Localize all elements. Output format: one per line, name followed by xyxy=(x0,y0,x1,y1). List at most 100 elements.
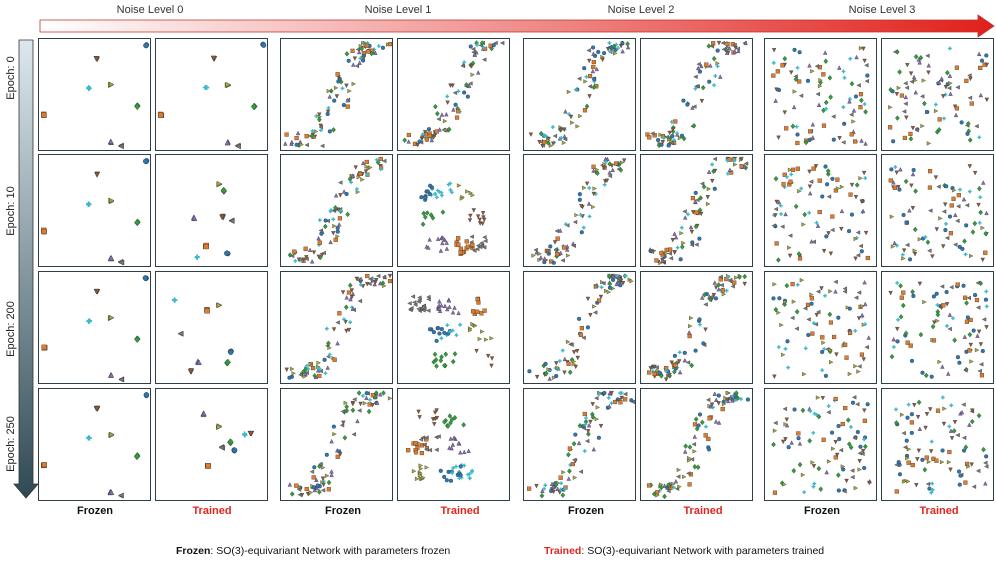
scatter-point xyxy=(826,410,831,415)
scatter-panel-r1-c0 xyxy=(38,154,151,267)
scatter-point xyxy=(540,143,545,148)
scatter-point xyxy=(287,375,292,380)
scatter-point xyxy=(419,195,424,200)
scatter-point xyxy=(462,90,467,95)
scatter-point xyxy=(841,105,846,110)
scatter-point xyxy=(976,51,982,57)
scatter-point xyxy=(481,57,487,62)
scatter-panel-r0-c5 xyxy=(640,38,753,151)
scatter-point xyxy=(969,253,974,259)
scatter-panel-r3-c3 xyxy=(397,388,510,501)
scatter-point xyxy=(978,209,983,216)
scatter-point xyxy=(849,81,855,87)
scatter-point xyxy=(862,102,867,106)
scatter-point xyxy=(298,372,303,378)
scatter-point xyxy=(743,161,749,166)
scatter-point xyxy=(317,373,322,379)
scatter-point xyxy=(795,65,800,70)
scatter-point xyxy=(713,285,719,290)
scatter-point xyxy=(311,475,316,480)
scatter-point xyxy=(562,133,567,139)
scatter-point xyxy=(571,441,577,447)
scatter-point xyxy=(94,172,100,178)
scatter-point xyxy=(715,48,720,53)
scatter-point xyxy=(420,221,426,228)
scatter-point xyxy=(358,171,363,177)
scatter-point xyxy=(565,247,570,252)
scatter-point xyxy=(862,408,867,413)
scatter-point xyxy=(861,170,867,176)
scatter-point xyxy=(433,357,439,363)
scatter-point xyxy=(910,206,916,211)
scatter-point xyxy=(907,208,912,213)
scatter-point xyxy=(482,235,487,240)
scatter-point xyxy=(690,210,696,215)
scatter-point xyxy=(710,178,715,184)
scatter-point xyxy=(438,468,443,473)
scatter-point xyxy=(953,242,958,247)
scatter-point xyxy=(442,118,448,124)
scatter-point xyxy=(771,296,776,301)
scatter-point xyxy=(859,97,864,104)
scatter-point xyxy=(897,472,903,477)
scatter-point xyxy=(829,430,835,435)
scatter-point xyxy=(534,484,539,489)
scatter-point xyxy=(975,468,981,474)
scatter-point xyxy=(739,397,743,401)
scatter-point xyxy=(318,368,323,374)
scatter-point xyxy=(335,340,340,346)
legend-frozen: Frozen: SO(3)-equivariant Network with p… xyxy=(176,545,450,557)
scatter-point xyxy=(713,74,718,78)
scatter-point xyxy=(860,451,865,457)
scatter-point xyxy=(966,464,971,469)
scatter-point xyxy=(905,63,910,68)
scatter-point xyxy=(687,334,692,339)
scatter-point xyxy=(808,409,813,414)
scatter-point xyxy=(340,290,346,295)
scatter-point xyxy=(668,247,673,252)
scatter-point xyxy=(201,410,207,416)
scatter-point xyxy=(382,283,387,289)
scatter-point xyxy=(577,422,583,429)
scatter-point xyxy=(581,225,586,230)
scatter-point xyxy=(457,476,462,481)
scatter-point xyxy=(955,85,960,90)
scatter-point xyxy=(931,294,936,299)
scatter-point xyxy=(304,363,309,368)
scatter-point xyxy=(790,282,795,287)
scatter-point xyxy=(458,250,463,255)
scatter-point xyxy=(667,130,672,136)
scatter-point xyxy=(891,139,896,144)
scatter-point xyxy=(773,420,778,426)
scatter-point xyxy=(835,177,840,182)
scatter-point xyxy=(592,310,598,315)
scatter-point xyxy=(347,176,353,182)
scatter-point xyxy=(341,420,346,426)
scatter-point xyxy=(786,445,791,450)
scatter-point xyxy=(629,398,634,403)
scatter-point xyxy=(331,217,336,222)
scatter-point xyxy=(980,348,985,354)
scatter-point xyxy=(947,214,953,219)
scatter-point xyxy=(670,238,675,243)
scatter-point xyxy=(565,253,571,258)
scatter-point xyxy=(839,226,844,232)
scatter-point xyxy=(672,369,677,375)
scatter-point xyxy=(289,139,295,145)
scatter-point xyxy=(933,102,938,107)
scatter-point xyxy=(426,127,432,132)
scatter-point xyxy=(465,189,470,194)
scatter-point xyxy=(327,345,332,351)
scatter-point xyxy=(607,403,612,409)
scatter-point xyxy=(582,411,587,417)
scatter-point xyxy=(826,404,831,408)
scatter-point xyxy=(332,431,337,437)
scatter-point xyxy=(349,288,354,293)
scatter-point xyxy=(928,208,933,213)
scatter-point xyxy=(427,237,432,242)
scatter-point xyxy=(333,204,338,211)
scatter-point xyxy=(475,43,480,47)
scatter-point xyxy=(937,117,942,122)
scatter-point xyxy=(895,115,900,121)
scatter-point xyxy=(337,311,342,316)
